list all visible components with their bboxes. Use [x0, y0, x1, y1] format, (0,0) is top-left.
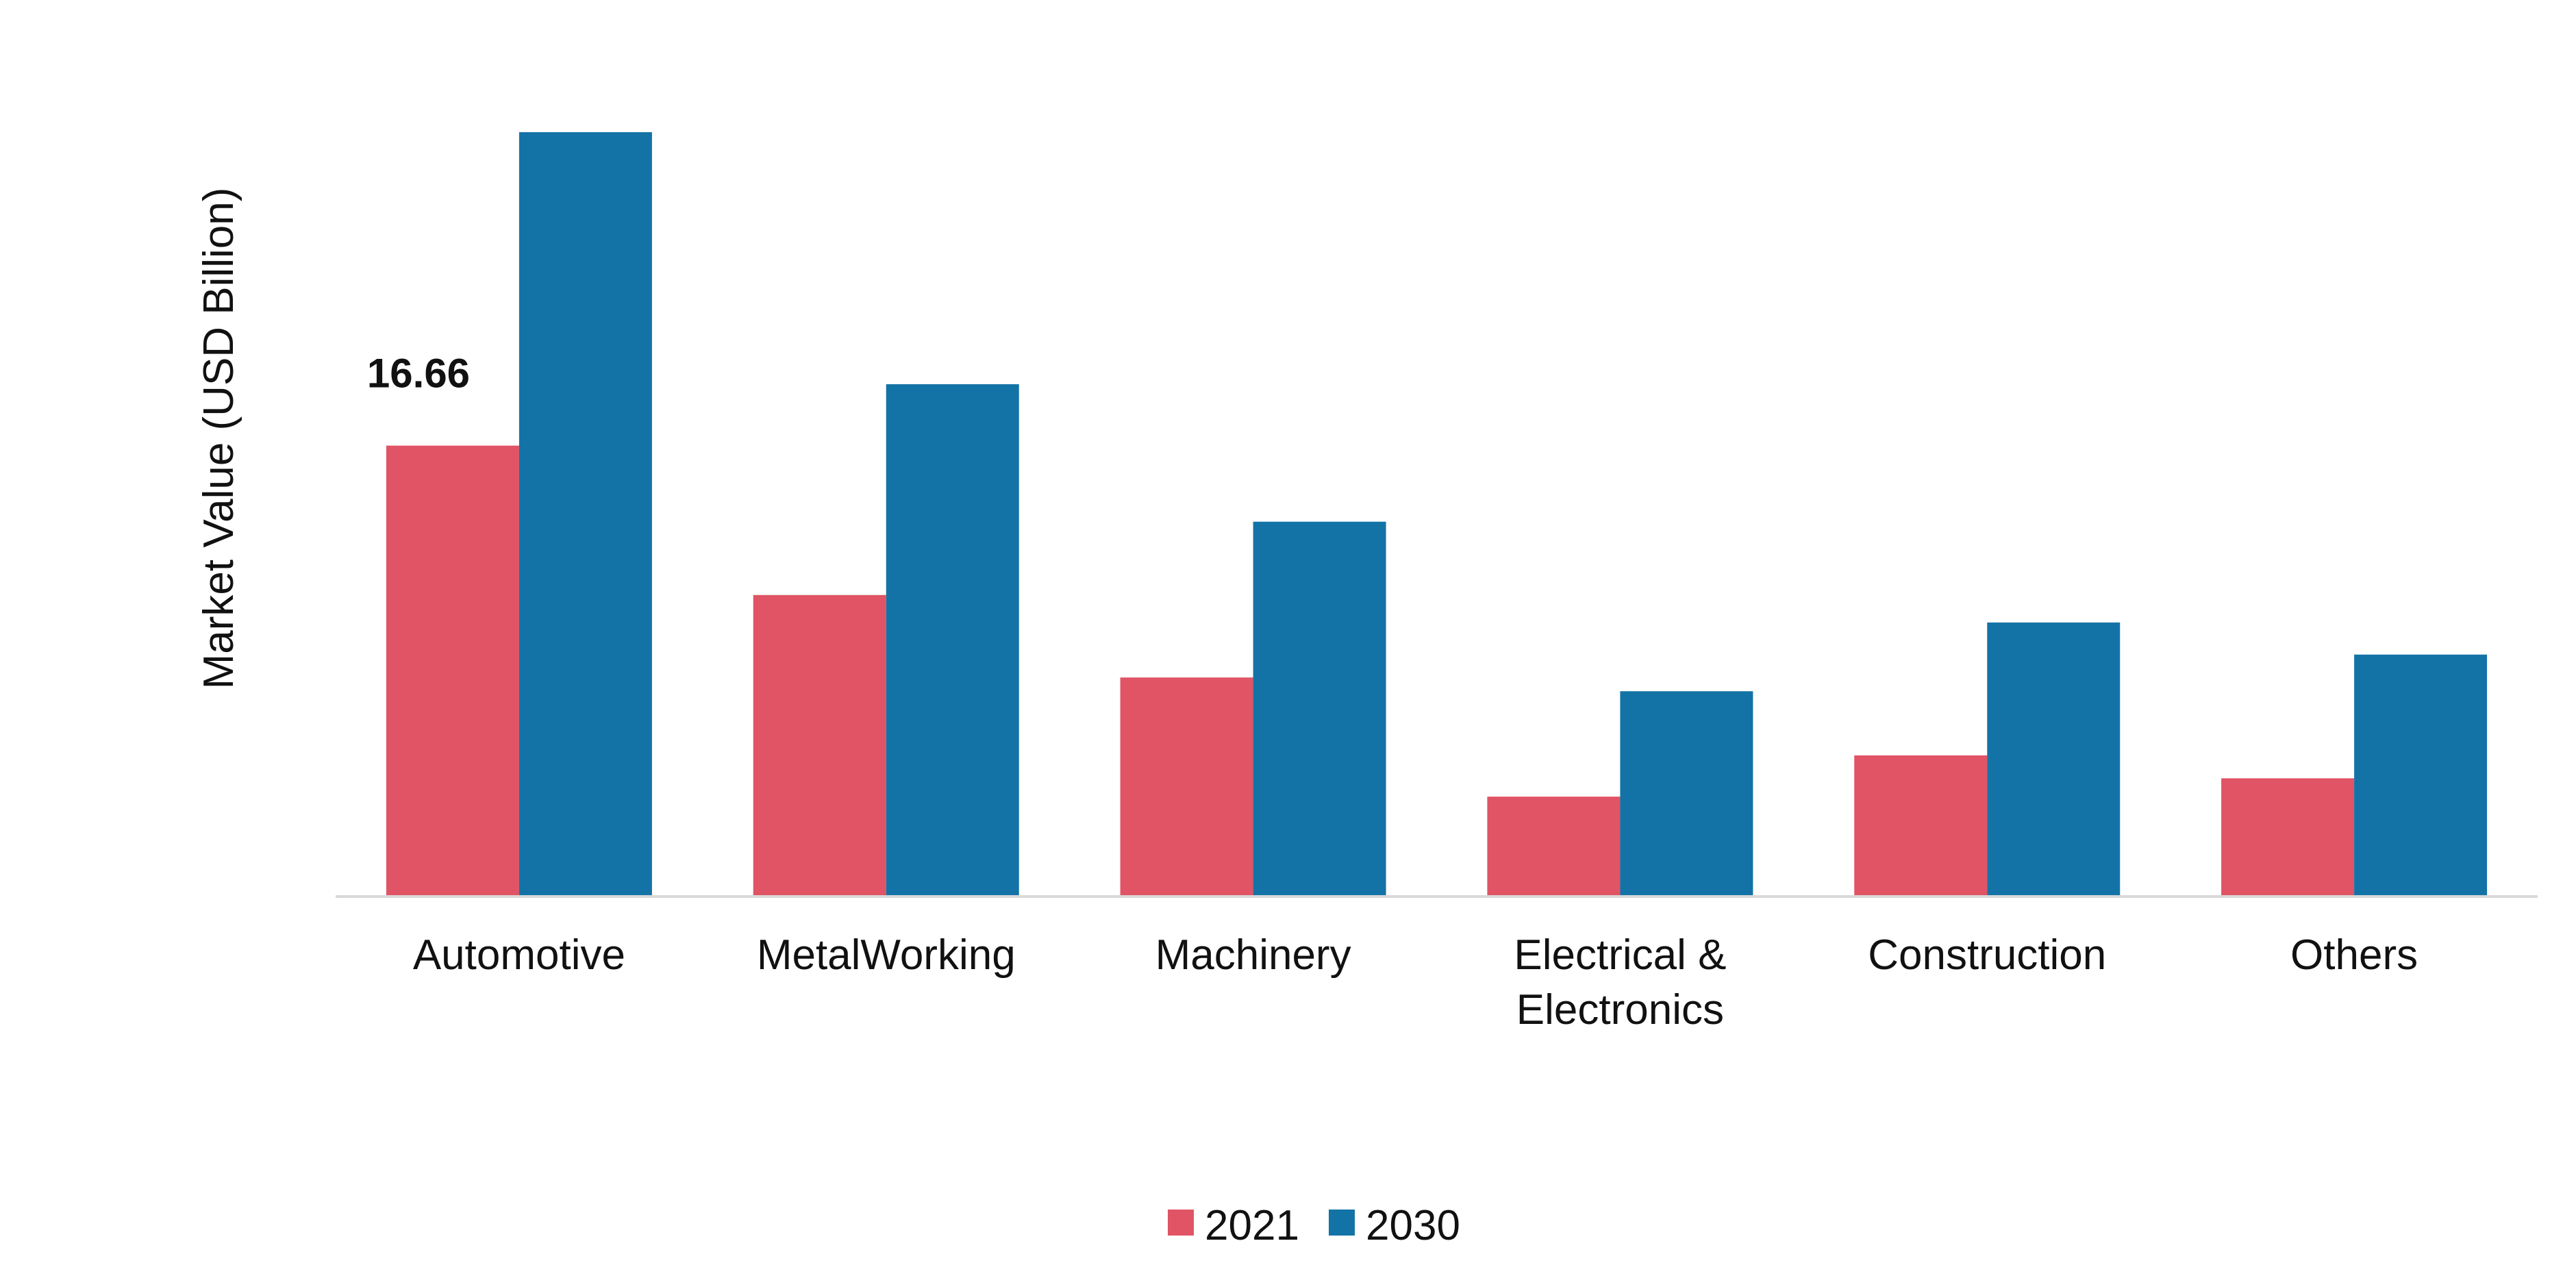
x-tick-label-line: MetalWorking [757, 931, 1016, 979]
bar-2030-3 [1620, 691, 1753, 895]
x-tick-label: Construction [1868, 931, 2106, 979]
bar-2021-2 [1120, 677, 1253, 895]
bar-2030-1 [886, 384, 1019, 895]
y-axis-label: Market Value (USD Billion) [195, 188, 242, 690]
legend: 2021 2030 [1168, 1202, 1460, 1249]
bar-2030-0 [518, 132, 652, 895]
bar-2030-5 [2354, 654, 2488, 895]
bar-2030-4 [1987, 622, 2121, 895]
x-tick-label-line: Others [2290, 931, 2418, 979]
bar-2021-0 [386, 445, 519, 895]
legend-swatch-2030 [1329, 1210, 1355, 1236]
legend-swatch-2021 [1168, 1210, 1194, 1236]
x-tick-label: MetalWorking [757, 931, 1016, 979]
x-tick-label: Machinery [1155, 931, 1351, 979]
x-tick-label: Electrical & Electronics [1514, 931, 1726, 1034]
bar-2021-1 [753, 594, 886, 895]
bars-layer [386, 132, 2488, 895]
bar-2021-3 [1487, 797, 1621, 895]
x-tick-label-line: Electronics [1516, 986, 1724, 1034]
legend-label-2021: 2021 [1205, 1202, 1299, 1249]
x-tick-label: Automotive [413, 931, 625, 979]
x-tick-label-line: Electrical & [1514, 931, 1726, 979]
x-tick-label-line: Automotive [413, 931, 625, 979]
x-tick-label-line: Machinery [1155, 931, 1351, 979]
bar-2021-4 [1854, 755, 1988, 895]
bar-2021-5 [2221, 778, 2355, 895]
data-label: 16.66 [367, 351, 470, 397]
bar-2030-2 [1253, 521, 1386, 895]
legend-label-2030: 2030 [1366, 1202, 1460, 1249]
x-tick-label: Others [2290, 931, 2418, 979]
labels-layer: Automotive MetalWorking Machinery Electrica… [367, 351, 2418, 1034]
x-tick-label-line: Construction [1868, 931, 2106, 979]
